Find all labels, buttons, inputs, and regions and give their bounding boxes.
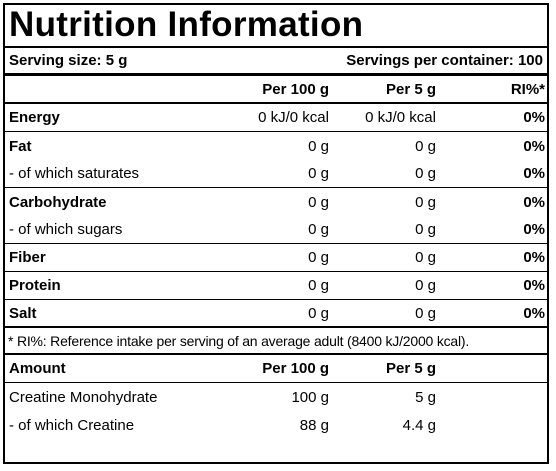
amount-row-creatine: - of which Creatine 88 g 4.4 g (5, 411, 547, 439)
nutrient-row-fiber: Fiber 0 g 0 g 0% (5, 244, 547, 272)
ri-footnote: * RI%: Reference intake per serving of a… (5, 328, 547, 355)
nutrient-name: Protein (9, 277, 61, 294)
nutrient-per-100g: 0 g (308, 249, 329, 266)
nutrient-ri: 0% (523, 137, 545, 155)
amount-per-5g: 5 g (415, 388, 436, 406)
nutrient-ri: 0% (523, 193, 545, 211)
servings-per-container: Servings per container: 100 (346, 52, 543, 69)
serving-info: Serving size: 5 g Servings per container… (5, 48, 547, 76)
amount-header-per-100g: Per 100 g (262, 360, 329, 377)
nutrient-row-saturates: - of which saturates 0 g 0 g 0% (5, 160, 547, 188)
amount-header-row: Amount Per 100 g Per 5 g (5, 355, 547, 383)
nutrient-ri: 0% (523, 277, 545, 294)
amount-header-label: Amount (9, 360, 66, 377)
header-per-5g: Per 5 g (385, 80, 436, 98)
nutrient-per-100g: 0 g (308, 304, 329, 322)
nutrient-ri: 0% (523, 249, 545, 266)
nutrient-per-100g: 0 g (308, 193, 329, 211)
nutrient-row-sugars: - of which sugars 0 g 0 g 0% (5, 216, 547, 244)
nutrient-per-5g: 0 g (415, 249, 436, 266)
nutrient-name: Fiber (9, 249, 46, 266)
amount-name: Creatine Monohydrate (9, 388, 158, 406)
header-per-100g: Per 100 g (262, 80, 329, 98)
amount-row-creatine-monohydrate: Creatine Monohydrate 100 g 5 g (5, 383, 547, 411)
nutrient-ri: 0% (523, 304, 545, 322)
nutrient-per-100g: 0 g (308, 221, 329, 238)
nutrient-per-5g: 0 g (415, 137, 436, 155)
nutrient-per-5g: 0 g (415, 193, 436, 211)
nutrient-name: - of which sugars (9, 221, 123, 238)
panel-title: Nutrition Information (5, 5, 547, 48)
nutrient-ri: 0% (523, 109, 545, 126)
nutrient-name: Carbohydrate (9, 193, 107, 211)
table-header-row: Per 100 g Per 5 g RI%* (5, 76, 547, 104)
nutrient-name: - of which saturates (9, 165, 140, 182)
header-ri: RI%* (510, 80, 545, 98)
nutrient-ri: 0% (523, 221, 545, 238)
nutrient-name: Salt (9, 304, 37, 322)
amount-name: - of which Creatine (9, 416, 135, 434)
amount-per-100g: 88 g (299, 416, 329, 434)
nutrient-per-100g: 0 kJ/0 kcal (258, 109, 329, 126)
nutrient-per-5g: 0 kJ/0 kcal (365, 109, 436, 126)
nutrient-per-100g: 0 g (308, 165, 329, 182)
nutrient-ri: 0% (523, 165, 545, 182)
nutrient-row-energy: Energy 0 kJ/0 kcal 0 kJ/0 kcal 0% (5, 104, 547, 132)
nutrient-row-protein: Protein 0 g 0 g 0% (5, 272, 547, 300)
amount-per-5g: 4.4 g (402, 416, 436, 434)
nutrient-row-carbohydrate: Carbohydrate 0 g 0 g 0% (5, 188, 547, 216)
nutrient-per-100g: 0 g (308, 277, 329, 294)
serving-size: Serving size: 5 g (9, 52, 128, 69)
nutrition-panel: Nutrition Information Serving size: 5 g … (3, 3, 549, 464)
nutrient-row-salt: Salt 0 g 0 g 0% (5, 300, 547, 328)
amount-section: Amount Per 100 g Per 5 g Creatine Monohy… (5, 355, 547, 439)
nutrient-name: Energy (9, 109, 60, 126)
nutrient-per-5g: 0 g (415, 277, 436, 294)
nutrient-row-fat: Fat 0 g 0 g 0% (5, 132, 547, 160)
nutrient-per-100g: 0 g (308, 137, 329, 155)
nutrient-per-5g: 0 g (415, 165, 436, 182)
nutrient-per-5g: 0 g (415, 304, 436, 322)
amount-per-100g: 100 g (291, 388, 329, 406)
nutrient-name: Fat (9, 137, 32, 155)
nutrient-per-5g: 0 g (415, 221, 436, 238)
amount-header-per-5g: Per 5 g (385, 360, 436, 377)
